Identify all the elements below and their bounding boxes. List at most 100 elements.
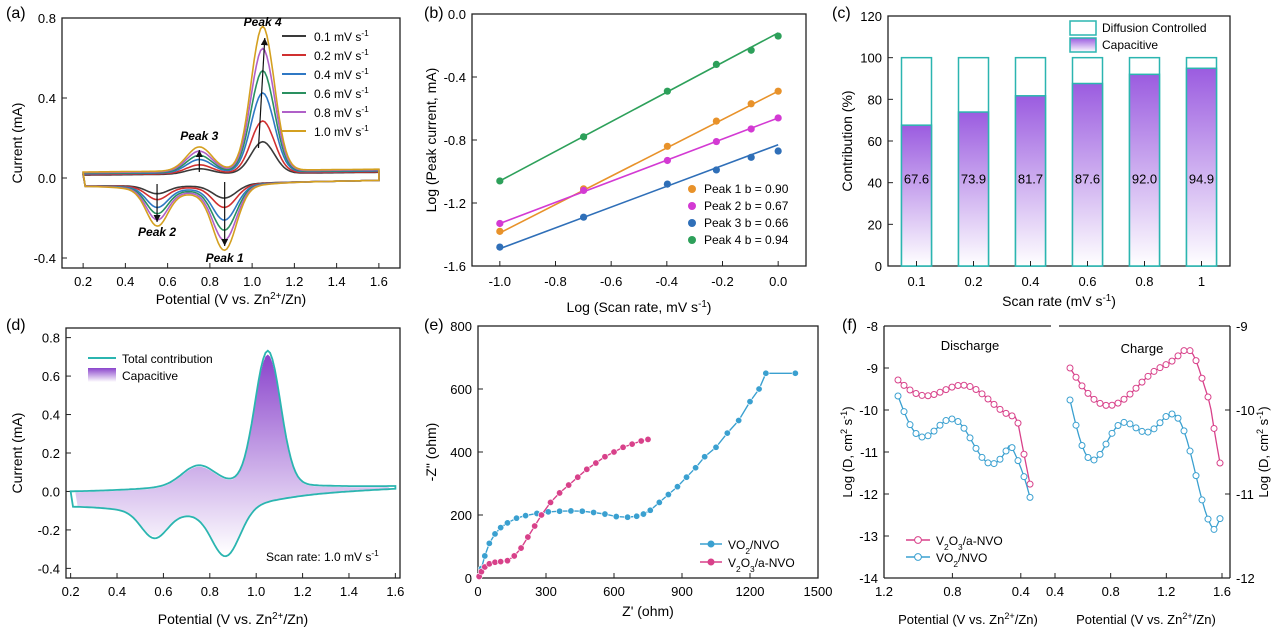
fit-line (499, 90, 779, 234)
data-point (664, 491, 672, 499)
data-point (612, 513, 620, 521)
peak4-arrow (257, 37, 268, 149)
f-vnvo-charge-point (1072, 373, 1080, 381)
f-vnvo-charge-point (1168, 357, 1176, 365)
data-point (580, 133, 588, 141)
f-vo2-charge-line (1069, 399, 1221, 531)
data-point (663, 156, 671, 165)
legend-entry: VO2/NVO (936, 551, 987, 569)
f-vo2-discharge-point (996, 455, 1004, 463)
legend-entry: V2O3/a-NVO (728, 556, 795, 574)
x-axis-label: Scan rate (mV s-1) (1002, 293, 1116, 310)
x-tick-label: 1500 (804, 584, 833, 599)
data-point (496, 243, 504, 251)
y-tick-label: 0 (875, 259, 882, 274)
legend-entry: 1.0 mV s-1 (314, 123, 369, 139)
data-point (544, 508, 552, 516)
data-point (610, 448, 618, 456)
f-vo2-discharge-point (900, 408, 908, 416)
x-tick-label: 600 (603, 584, 625, 599)
data-point (547, 498, 555, 506)
f-vnvo-charge-point (1126, 390, 1134, 398)
panel-label-f: (f) (842, 317, 857, 334)
data-point (735, 416, 743, 424)
legend-entry: 0.4 mV s-1 (314, 66, 369, 82)
data-point (517, 544, 525, 552)
data-point (637, 437, 645, 445)
f-vo2-discharge-point (912, 429, 920, 437)
f-vnvo-charge-point (1204, 393, 1212, 401)
data-point (510, 552, 518, 560)
f-vo2-charge-point (1144, 428, 1152, 436)
data-point (712, 166, 720, 174)
y-tick-label: -14 (859, 571, 878, 586)
x-tick-label: 1.0 (243, 274, 261, 289)
y-tick-label: 0.8 (42, 331, 60, 346)
data-point (580, 213, 588, 221)
peak-label: Peak 1 (206, 251, 244, 265)
x-tick-label: 0.1 (907, 274, 925, 289)
f-vnvo-discharge-point (1008, 412, 1016, 420)
x-tick-label: -1.0 (489, 274, 511, 289)
data-label: 92.0 (1132, 172, 1157, 187)
f-vo2-charge-point (1126, 420, 1134, 428)
y-tick-label: -1.6 (444, 259, 466, 274)
legend-entry: 0.1 mV s-1 (314, 28, 369, 44)
f-vnvo-discharge-point (924, 392, 932, 400)
bar-capacitive (1071, 82, 1104, 267)
f-vo2-discharge-point (936, 421, 944, 429)
f-vnvo-discharge-point (1020, 450, 1028, 458)
legend-marker (707, 558, 715, 566)
data-point (496, 177, 504, 185)
panel-label-b: (b) (424, 5, 444, 22)
data-point (774, 147, 782, 155)
y-axis-label: Current (mA) (9, 413, 25, 494)
data-point (747, 153, 755, 161)
f-vo2-charge-point (1168, 410, 1176, 418)
data-point (712, 443, 720, 451)
f-vo2-charge-point (1084, 453, 1092, 461)
f-vnvo-charge-point (1192, 357, 1200, 365)
x-axis-label: Potential (V vs. Zn2+/Zn) (156, 291, 306, 308)
legend-swatch (88, 368, 116, 382)
x-tick-label: 1.2 (294, 584, 312, 599)
legend-entry: Peak 1 b = 0.90 (704, 182, 789, 196)
f-vo2-charge-point (1108, 429, 1116, 437)
x-tick-label: 1.2 (285, 274, 303, 289)
data-point (601, 510, 609, 518)
data-label: 81.7 (1018, 172, 1043, 187)
x-tick-label: 1.2 (1157, 584, 1175, 599)
f-vo2-discharge-point (990, 460, 998, 468)
f-vnvo-charge-point (1174, 352, 1182, 360)
y-tick-label: 0 (465, 571, 472, 586)
f-vnvo-charge-point (1096, 399, 1104, 407)
legend-marker (914, 553, 922, 561)
x-tick-label: 0.8 (201, 274, 219, 289)
y-tick-label: -0.4 (34, 251, 56, 266)
data-point (774, 32, 782, 40)
x-tick-label: 1.6 (370, 274, 388, 289)
data-point (628, 440, 636, 448)
data-point (580, 186, 588, 194)
x-tick-label: 0.2 (964, 274, 982, 289)
data-point (481, 552, 489, 560)
f-vo2-charge-point (1090, 456, 1098, 464)
f-vo2-discharge-point (942, 417, 950, 425)
y-tick-label: -8 (866, 319, 878, 334)
y-tick-label: 120 (860, 9, 882, 24)
f-vo2-discharge-point (978, 453, 986, 461)
x-axis-label: Potential (V vs. Zn2+/Zn) (158, 611, 308, 628)
x-tick-label: -0.8 (544, 274, 566, 289)
data-point (774, 87, 782, 95)
data-point (565, 481, 573, 489)
bar-capacitive (1128, 73, 1161, 267)
f-vnvo-charge-point (1162, 361, 1170, 369)
f-vnvo-charge-point (1186, 347, 1194, 355)
x-tick-label: 0.4 (1046, 584, 1064, 599)
f-vnvo-charge-point (1114, 399, 1122, 407)
f-vnvo-charge-point (1210, 424, 1218, 432)
y-tick-label: -9 (1236, 319, 1248, 334)
f-vo2-discharge-point (1026, 493, 1034, 501)
data-point (556, 489, 564, 497)
peak-label: Peak 4 (244, 15, 282, 29)
